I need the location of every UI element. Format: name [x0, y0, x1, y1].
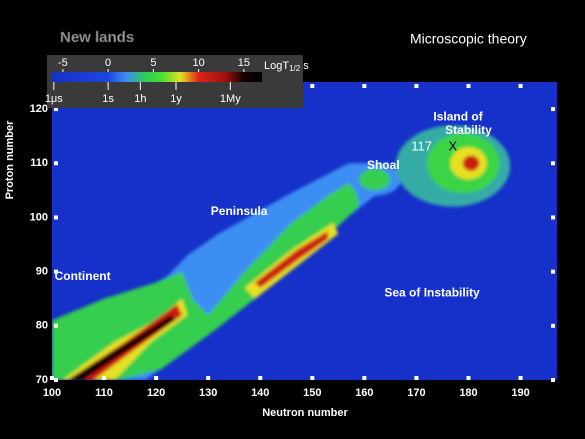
y-tick-label: 80: [36, 320, 48, 332]
colorbar-title-part: 1/2: [289, 64, 301, 73]
x-tick-label: 160: [355, 387, 373, 399]
x-tick-mark: [258, 376, 263, 380]
heatmap: [52, 125, 511, 380]
x-tick-mark: [362, 376, 367, 380]
x-tick-label: 110: [95, 387, 113, 399]
x-tick-mark: [310, 84, 315, 88]
region: [52, 179, 360, 380]
x-tick-label: 140: [251, 387, 269, 399]
colorbar-tick-label: 10: [193, 57, 205, 69]
x-tick-label: 190: [511, 387, 529, 399]
colorbar-time-label: 1y: [170, 93, 182, 105]
y-tick-mark: [54, 161, 58, 166]
colorbar-time-label: 1μs: [45, 93, 63, 105]
colorbar-time-label: 1My: [220, 93, 241, 105]
y-tick-mark: [551, 107, 555, 112]
annotation: Sea of Instability: [384, 285, 480, 299]
annotation: Continent: [55, 269, 111, 283]
y-tick-mark: [54, 323, 58, 328]
colorbar-title: LogT1/2 s: [264, 60, 309, 73]
x-tick-mark: [154, 376, 159, 380]
y-tick-label: 100: [30, 211, 48, 223]
region: [67, 304, 183, 380]
x-tick-label: 170: [407, 387, 425, 399]
annotation: Island of: [433, 109, 483, 123]
x-tick-mark: [518, 84, 523, 88]
x-tick-mark: [50, 376, 54, 380]
colorbar-tick-label: 0: [105, 57, 111, 69]
chart-subtitle: Microscopic theory: [410, 31, 527, 47]
colorbar: [52, 72, 262, 82]
y-tick-label: 110: [30, 157, 48, 169]
x-tick-mark: [466, 84, 471, 88]
colorbar-title-part: s: [303, 60, 309, 72]
colorbar-time-label: 1s: [102, 93, 114, 105]
colorbar-title-part: LogT: [264, 60, 289, 72]
x-tick-mark: [414, 84, 419, 88]
chart-title: New lands: [60, 29, 134, 46]
x-tick-mark: [466, 376, 471, 380]
y-tick-mark: [54, 269, 58, 274]
y-tick-mark: [551, 161, 555, 166]
y-tick-mark: [551, 323, 555, 328]
y-tick-mark: [551, 378, 555, 382]
annotation: X: [449, 138, 458, 153]
annotation: 117: [411, 138, 432, 153]
x-tick-mark: [310, 376, 315, 380]
region: [67, 314, 175, 380]
x-tick-label: 120: [147, 387, 165, 399]
colorbar-tick-label: 5: [150, 57, 156, 69]
y-tick-label: 90: [36, 266, 48, 278]
x-tick-mark: [414, 376, 419, 380]
colorbar-tick-label: -5: [58, 57, 68, 69]
x-tick-mark: [102, 376, 107, 380]
y-tick-mark: [551, 215, 555, 220]
y-tick-mark: [54, 107, 58, 112]
y-tick-label: 70: [36, 374, 48, 386]
region: [62, 298, 188, 380]
x-tick-mark: [518, 376, 523, 380]
island: [462, 155, 480, 171]
x-axis-label: Neutron number: [262, 407, 348, 419]
heatmap-cells: [52, 125, 511, 380]
x-tick-label: 130: [199, 387, 217, 399]
y-tick-mark: [551, 269, 555, 274]
region: [255, 231, 328, 288]
x-tick-label: 180: [459, 387, 477, 399]
y-tick-mark: [54, 215, 58, 220]
island: [359, 168, 391, 191]
annotation: Stability: [445, 123, 492, 137]
annotation: Shoal: [367, 158, 400, 172]
x-tick-label: 150: [303, 387, 321, 399]
y-tick-label: 120: [30, 103, 48, 115]
x-tick-mark: [362, 84, 367, 88]
y-axis-label: Proton number: [4, 120, 16, 200]
annotation: Peninsula: [211, 204, 268, 218]
y-tick-mark: [54, 378, 58, 382]
colorbar-tick-label: 15: [238, 57, 250, 69]
x-tick-label: 100: [43, 387, 61, 399]
x-tick-mark: [206, 376, 211, 380]
colorbar-time-label: 1h: [134, 93, 146, 105]
